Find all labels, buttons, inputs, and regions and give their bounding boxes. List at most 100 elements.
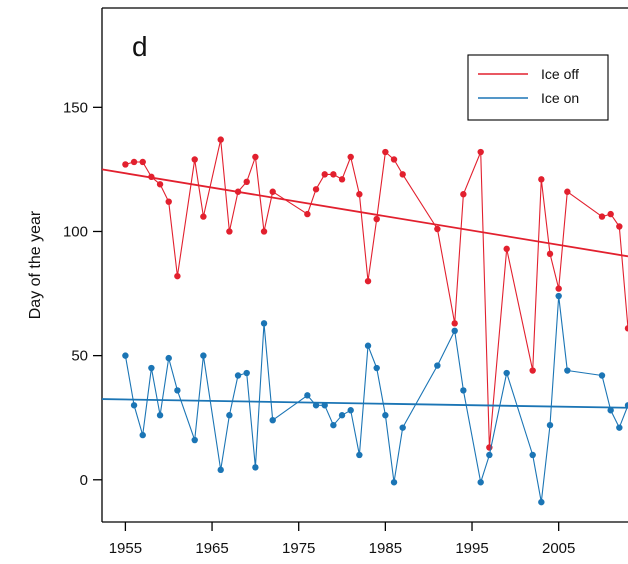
legend-label-ice-off: Ice off	[541, 66, 579, 82]
data-point-ice-on	[434, 362, 441, 369]
data-point-ice-on	[191, 436, 198, 444]
data-point-ice-on	[226, 412, 233, 419]
data-point-ice-off	[338, 176, 346, 183]
data-point-ice-on	[356, 451, 363, 459]
data-point-ice-off	[130, 158, 138, 166]
data-point-ice-on	[390, 479, 398, 486]
data-point-ice-on	[382, 412, 389, 419]
data-point-ice-off	[148, 173, 155, 181]
data-point-ice-off	[529, 367, 536, 374]
data-point-ice-off	[399, 171, 406, 178]
x-tick-label: 1975	[282, 540, 315, 557]
x-tick-label: 1955	[109, 540, 142, 557]
x-tick-label: 1985	[369, 540, 402, 557]
data-point-ice-on	[217, 466, 224, 474]
series-ice-off	[101, 136, 628, 451]
data-point-ice-off	[139, 158, 146, 166]
series-layer	[101, 136, 628, 506]
data-point-ice-on	[148, 364, 155, 372]
data-point-ice-on	[260, 320, 268, 327]
data-point-ice-on	[269, 416, 276, 424]
data-point-ice-on	[122, 352, 129, 359]
data-point-ice-off	[477, 148, 484, 156]
data-point-ice-off	[321, 171, 328, 178]
data-point-ice-on	[529, 451, 536, 459]
data-point-ice-off	[330, 171, 337, 178]
data-point-ice-on	[200, 352, 207, 359]
trend-line-ice-off	[101, 168, 628, 258]
data-point-ice-off	[356, 191, 363, 198]
data-point-ice-on	[304, 392, 311, 399]
data-point-ice-on	[460, 387, 467, 394]
x-tick-label: 2005	[542, 540, 575, 557]
data-point-ice-off	[390, 156, 398, 163]
x-tick-label: 1965	[195, 540, 228, 557]
data-point-ice-on	[451, 327, 458, 335]
plot-frame	[101, 7, 628, 523]
data-point-ice-off	[347, 153, 354, 161]
data-point-ice-off	[234, 188, 242, 195]
data-point-ice-off	[165, 198, 172, 205]
y-tick-label: 100	[63, 223, 88, 240]
data-point-ice-on	[546, 421, 554, 429]
data-point-ice-off	[269, 188, 276, 195]
data-point-ice-on	[564, 367, 571, 374]
trend-line-ice-on	[101, 398, 628, 409]
series-line-ice-on	[124, 295, 628, 503]
series-ice-on	[101, 292, 628, 506]
data-point-ice-off	[373, 215, 380, 223]
panel-label: d	[132, 31, 148, 62]
data-point-ice-on	[538, 498, 545, 506]
data-point-ice-off	[260, 228, 268, 235]
data-point-ice-off	[243, 178, 250, 186]
data-point-ice-on	[555, 292, 562, 300]
data-point-ice-off	[451, 320, 458, 327]
data-point-ice-on	[598, 372, 606, 379]
data-point-ice-on	[252, 464, 259, 471]
data-point-ice-on	[347, 407, 354, 414]
legend-label-ice-on: Ice on	[541, 90, 579, 106]
data-point-ice-on	[338, 412, 346, 419]
data-point-ice-off	[382, 148, 389, 156]
legend: Ice off Ice on	[467, 54, 609, 121]
data-point-ice-off	[616, 223, 623, 230]
data-point-ice-on	[330, 421, 337, 429]
data-point-ice-off	[503, 245, 510, 253]
data-point-ice-on	[165, 354, 172, 362]
data-point-ice-off	[460, 191, 467, 198]
data-point-ice-on	[373, 364, 380, 372]
data-point-ice-on	[477, 479, 484, 486]
x-tick-label: 1995	[455, 540, 488, 557]
data-point-ice-on	[321, 402, 328, 409]
data-point-ice-off	[252, 153, 259, 161]
series-line-ice-off	[125, 139, 628, 449]
data-point-ice-off	[607, 210, 614, 218]
y-axis-title: Day of the year	[27, 210, 44, 319]
ticks: 1955 1965 1975 1985 1995 2005 0 50 100 150	[63, 99, 575, 557]
data-point-ice-off	[312, 186, 320, 193]
data-point-ice-on	[624, 402, 628, 409]
data-point-ice-off	[191, 156, 198, 163]
data-point-ice-on	[607, 407, 614, 414]
data-point-ice-off	[555, 285, 562, 292]
data-point-ice-on	[616, 424, 623, 431]
y-tick-label: 50	[71, 348, 88, 365]
data-point-ice-off	[564, 188, 571, 195]
data-point-ice-on	[234, 372, 242, 379]
data-point-ice-on	[364, 342, 372, 349]
data-point-ice-off	[226, 228, 233, 235]
data-point-ice-off	[546, 250, 554, 258]
data-point-ice-off	[200, 213, 207, 220]
data-point-ice-off	[174, 272, 181, 280]
data-point-ice-on	[243, 369, 250, 377]
y-tick-label: 150	[63, 99, 88, 116]
data-point-ice-on	[174, 387, 181, 394]
data-point-ice-on	[130, 402, 138, 409]
data-point-ice-off	[364, 277, 372, 285]
data-point-ice-off	[598, 213, 606, 220]
data-point-ice-off	[156, 181, 164, 188]
legend-box	[467, 54, 609, 121]
data-point-ice-on	[312, 402, 320, 409]
data-point-ice-off	[624, 325, 628, 332]
